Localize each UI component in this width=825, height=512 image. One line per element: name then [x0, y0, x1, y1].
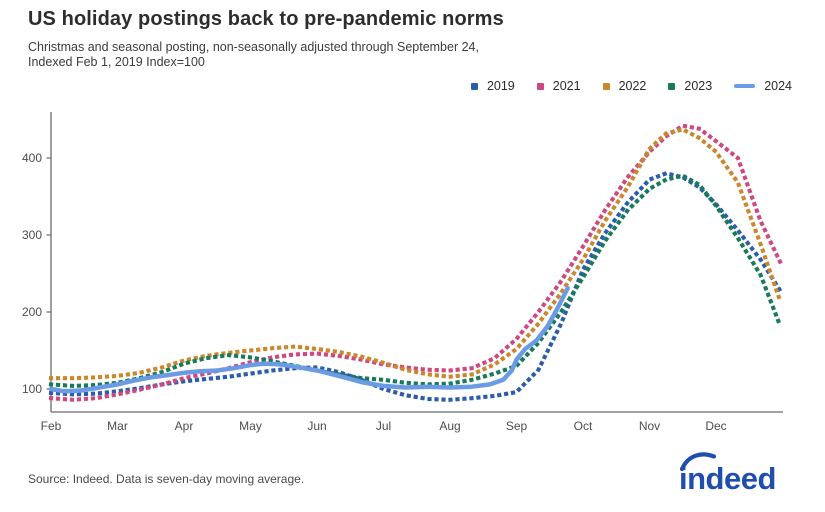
x-tick-label: Sep	[506, 419, 528, 433]
x-tick-label: Apr	[175, 419, 194, 433]
legend-item-2024: 2024	[734, 79, 792, 93]
legend-item-2022: 2022	[602, 79, 647, 93]
chart-subtitle-line2: Indexed Feb 1, 2019 Index=100	[28, 55, 205, 70]
indeed-swoosh-icon	[679, 452, 717, 472]
x-tick-label: Nov	[639, 419, 660, 433]
chart-title: US holiday postings back to pre-pandemic…	[28, 8, 504, 30]
legend-marker-2024	[734, 84, 756, 88]
series-2023-line	[48, 173, 784, 388]
legend-item-2023: 2023	[668, 79, 712, 93]
series-2024-line	[48, 285, 570, 394]
series-2021-line	[48, 123, 784, 402]
indeed-logo-text: indeed	[679, 461, 776, 494]
x-tick-label: Jul	[376, 419, 391, 433]
legend-marker-2021	[536, 82, 544, 90]
y-tick-label: 100	[22, 382, 42, 396]
legend-label: 2022	[618, 79, 647, 93]
legend-item-2019: 2019	[470, 79, 515, 93]
x-tick-label: Aug	[439, 419, 460, 433]
x-tick-label: Jun	[307, 419, 326, 433]
legend-marker-2022	[602, 82, 610, 90]
chart-subtitle: Christmas and seasonal posting, non-seas…	[28, 40, 479, 71]
indeed-logo: indeed	[679, 452, 776, 494]
x-tick-label: Dec	[705, 419, 726, 433]
legend-label: 2019	[486, 79, 515, 93]
y-tick-label: 200	[22, 305, 42, 319]
legend-label: 2024	[764, 79, 792, 93]
x-tick-label: Oct	[574, 419, 593, 433]
legend-label: 2021	[552, 79, 581, 93]
source-note: Source: Indeed. Data is seven-day moving…	[28, 472, 305, 486]
legend-marker-2019	[470, 82, 478, 90]
legend-item-2021: 2021	[536, 79, 581, 93]
y-tick-label: 300	[22, 228, 42, 242]
legend-label: 2023	[684, 79, 713, 93]
chart-subtitle-line1: Christmas and seasonal posting, non-seas…	[28, 40, 479, 54]
chart-legend: 2019 2021 2022 2023 2024	[449, 79, 792, 93]
x-tick-label: Feb	[41, 419, 62, 433]
legend-marker-2023	[668, 82, 676, 90]
y-tick-label: 400	[22, 151, 42, 165]
series-2022-line	[48, 127, 784, 381]
x-tick-label: Mar	[107, 419, 128, 433]
x-tick-label: May	[239, 419, 262, 433]
